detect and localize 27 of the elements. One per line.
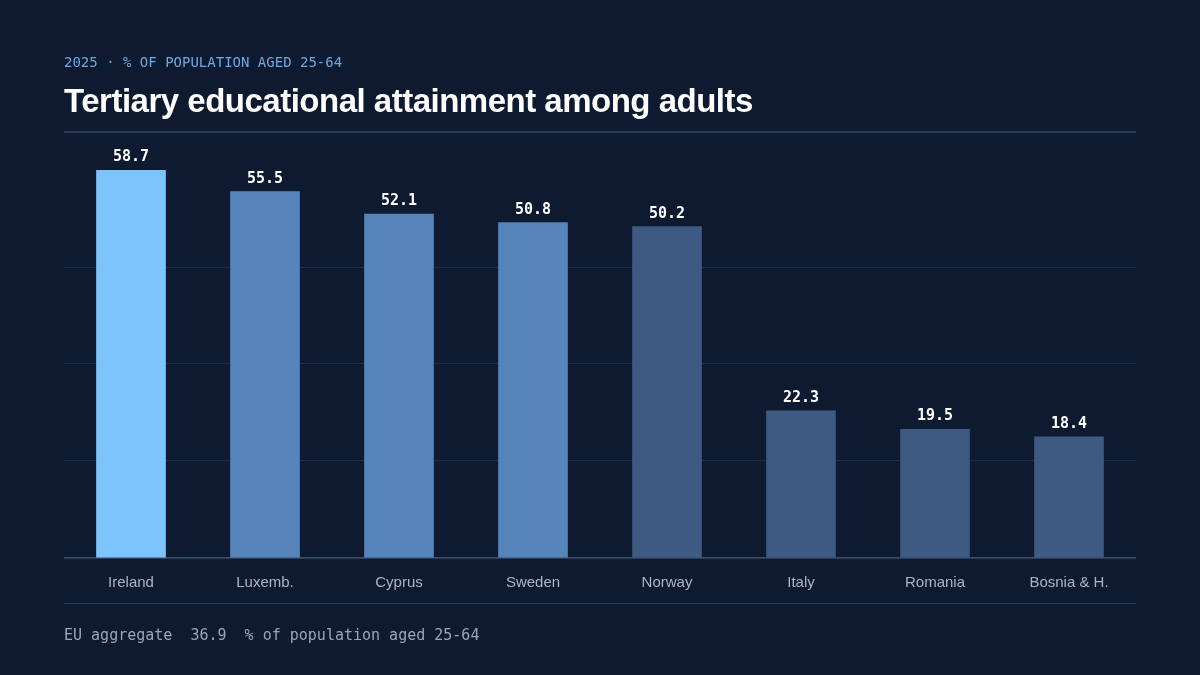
data-label: 55.5: [246, 168, 284, 187]
bar: [632, 226, 702, 558]
x-tick-label: Ireland: [108, 573, 154, 591]
data-label: 18.4: [1050, 413, 1088, 432]
bar: [96, 170, 166, 558]
bar: [1034, 436, 1104, 558]
x-tick-label: Norway: [641, 573, 693, 591]
bar: [900, 429, 970, 558]
bar: [364, 213, 434, 558]
data-label: 58.7: [112, 147, 150, 166]
data-label: 22.3: [782, 387, 820, 406]
x-tick-label: Cyprus: [375, 573, 423, 591]
x-tick-label: Sweden: [505, 573, 561, 591]
data-label: 50.8: [514, 199, 552, 218]
data-label: 50.2: [648, 203, 686, 222]
text: EU aggregate 36.9 % of population aged 25-64: [64, 626, 480, 644]
bar: [766, 410, 836, 558]
x-tick-label: Luxemb.: [236, 573, 294, 591]
bar: [498, 222, 568, 558]
chart-title: Tertiary educational attainment among adults: [64, 82, 753, 120]
data-label: 19.5: [916, 406, 954, 425]
data-label: 52.1: [380, 191, 418, 210]
chart-subtitle: 2025 · % OF POPULATION AGED 25-64: [64, 54, 343, 70]
x-tick-label: Romania: [904, 573, 966, 591]
bar: [230, 191, 300, 558]
x-tick-label: Bosnia & H.: [1029, 573, 1109, 591]
x-tick-label: Italy: [787, 573, 816, 591]
